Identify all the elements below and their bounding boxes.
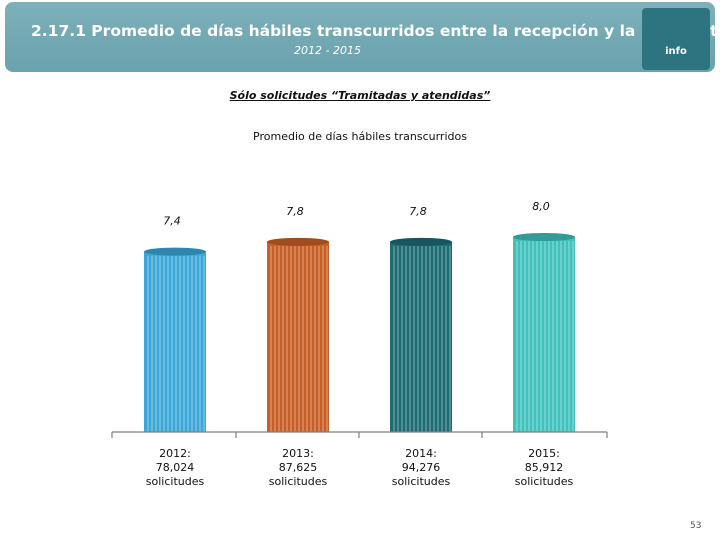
bar-body-3 xyxy=(390,241,452,432)
bar-cap-4 xyxy=(513,233,575,241)
bar-4 xyxy=(513,233,575,432)
category-label-2-3: solicitudes xyxy=(269,475,328,488)
value-label-3: 7,8 xyxy=(409,205,427,218)
value-label-4: 8,0 xyxy=(532,200,550,213)
bar-cap-1 xyxy=(144,247,206,256)
category-label-4-2: 85,912 xyxy=(525,461,564,474)
bar-body-2 xyxy=(267,241,329,432)
category-label-3-3: solicitudes xyxy=(392,475,451,488)
page-number: 53 xyxy=(690,521,702,531)
value-label-2: 7,8 xyxy=(286,205,304,218)
category-label-1-1: 2012: xyxy=(159,447,191,460)
category-label-4-1: 2015: xyxy=(528,447,560,460)
bar-body-4 xyxy=(513,237,575,432)
value-label-1: 7,4 xyxy=(163,215,181,228)
bar-1 xyxy=(144,247,206,432)
bar-body-1 xyxy=(144,251,206,432)
logo-text: info xyxy=(665,46,687,57)
page-title: 2.17.1 Promedio de días hábiles transcur… xyxy=(31,22,720,40)
bar-cap-2 xyxy=(267,237,329,246)
filter-note: Sólo solicitudes “Tramitadas y atendidas… xyxy=(229,89,491,102)
category-label-2-1: 2013: xyxy=(282,447,314,460)
category-label-3-2: 94,276 xyxy=(402,461,441,474)
bar-3 xyxy=(390,237,452,432)
header-banner: 2.17.1 Promedio de días hábiles transcur… xyxy=(5,2,720,72)
category-label-1-2: 78,024 xyxy=(156,461,195,474)
category-label-3-1: 2014: xyxy=(405,447,437,460)
category-label-2-2: 87,625 xyxy=(279,461,318,474)
category-label-4-3: solicitudes xyxy=(515,475,574,488)
bar-cap-3 xyxy=(390,237,452,246)
period-subtitle: 2012 - 2015 xyxy=(294,44,361,57)
chart-title: Promedio de días hábiles transcurridos xyxy=(253,130,467,143)
category-label-1-3: solicitudes xyxy=(146,475,205,488)
bar-2 xyxy=(267,237,329,432)
info-logo: info xyxy=(642,8,710,70)
